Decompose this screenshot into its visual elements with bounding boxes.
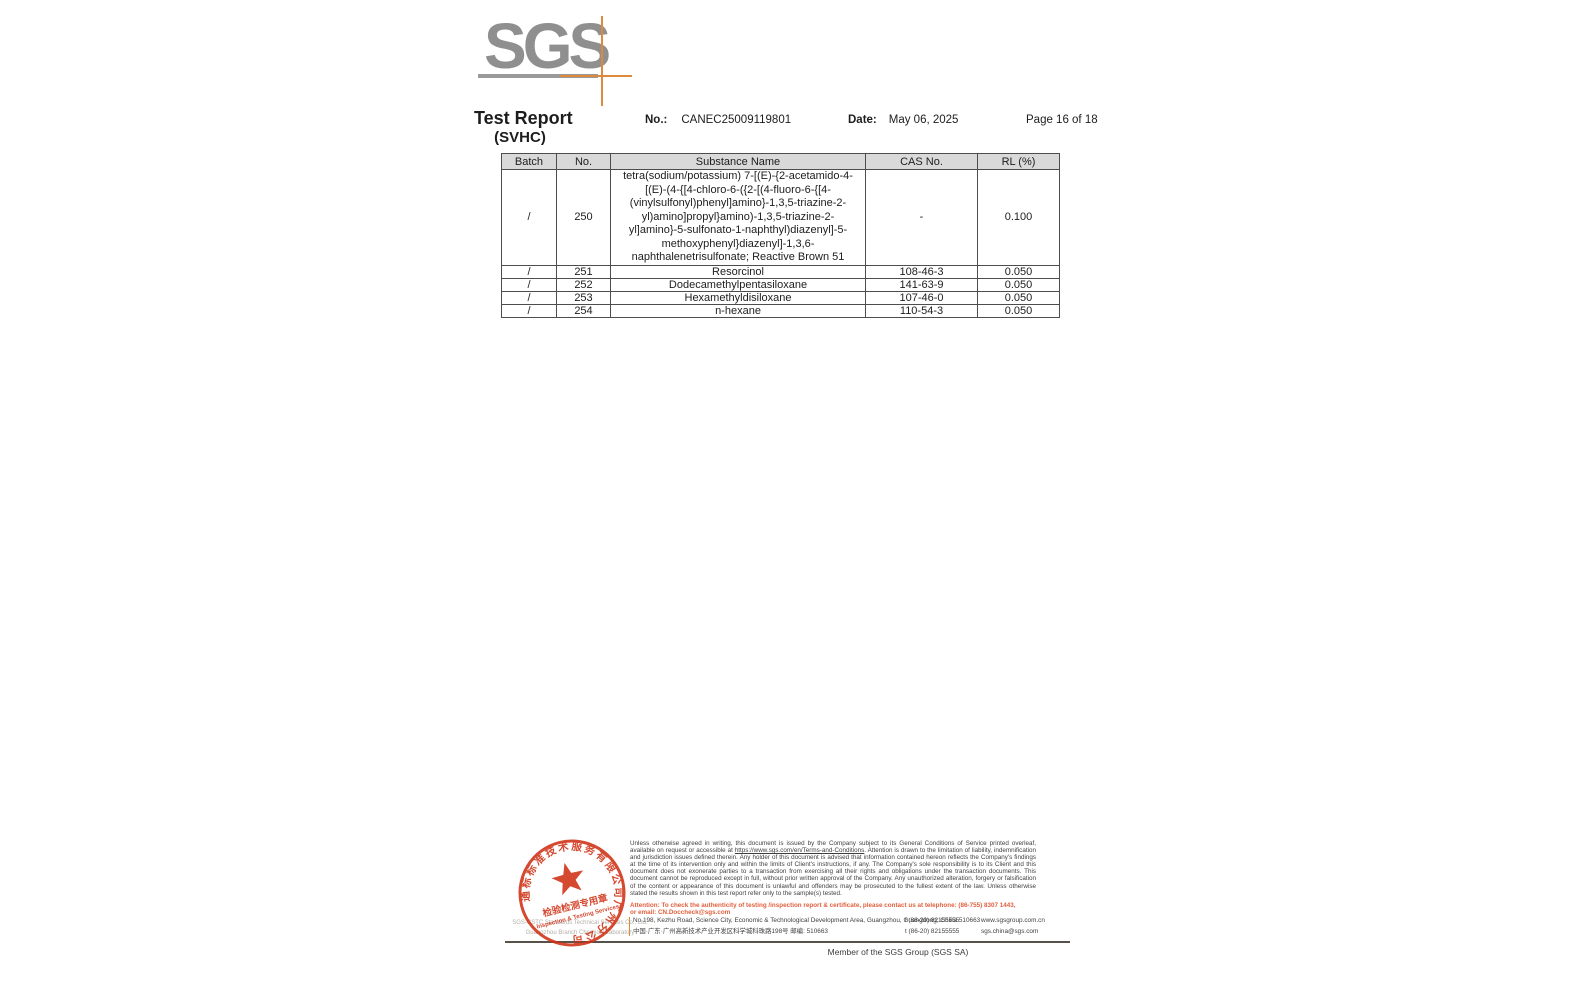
address-chinese: 中国·广东·广州高新技术产业开发区科学城科珠路198号 邮编: 510663 (633, 927, 828, 935)
address-row-en: No.198, Kezhu Road, Science City, Econom… (633, 916, 1047, 927)
table-row: / 251 Resorcinol 108-46-3 0.050 (501, 264, 1060, 279)
svhc-substance-table: Batch No. Substance Name CAS No. RL (%) … (501, 153, 1060, 318)
logo-underline (478, 74, 598, 78)
attention-line-1: Attention: To check the authenticity of … (630, 902, 1016, 909)
attention-line-2: or email: CN.Doccheck@sgs.com (630, 909, 731, 917)
table-row: / 253 Hexamethyldisiloxane 107-46-0 0.05… (501, 290, 1060, 305)
sgs-member-line: Member of the SGS Group (SGS SA) (827, 947, 969, 957)
cell-substance: Resorcinol (610, 264, 866, 279)
phone-2: t (86-20) 82155555 (905, 927, 960, 935)
cell-batch: / (501, 290, 557, 305)
col-header-no: No. (556, 153, 611, 170)
cell-rl: 0.050 (977, 290, 1060, 305)
terms-and-conditions-link[interactable]: https://www.sgs.com/en/Terms-and-Conditi… (734, 847, 865, 855)
cell-rl: 0.050 (977, 277, 1060, 292)
website: www.sgsgroup.com.cn (981, 917, 1045, 924)
cell-substance: n-hexane (610, 303, 866, 318)
cell-cas: 110-54-3 (865, 303, 978, 318)
cell-no: 251 (556, 264, 611, 279)
cell-batch: / (501, 277, 557, 292)
crop-mark-horizontal (560, 75, 632, 77)
address-accent-bar (628, 917, 630, 936)
cell-substance: Hexamethyldisiloxane (610, 290, 866, 305)
report-date-field: Date: May 06, 2025 (848, 114, 958, 126)
cell-rl: 0.050 (977, 303, 1060, 318)
report-number-value: CANEC25009119801 (681, 114, 792, 126)
address-row-cn: 中国·广东·广州高新技术产业开发区科学城科珠路198号 邮编: 510663 t… (633, 927, 1047, 938)
report-date-value: May 06, 2025 (888, 114, 959, 126)
report-date-label: Date: (848, 114, 877, 126)
cell-substance: tetra(sodium/potassium) 7-[(E)-{2-acetam… (610, 169, 866, 266)
table-header-row: Batch No. Substance Name CAS No. RL (%) (501, 153, 1060, 170)
cell-no: 253 (556, 290, 611, 305)
table-row: / 254 n-hexane 110-54-3 0.050 (501, 303, 1060, 318)
cell-batch: / (501, 303, 557, 318)
stamp-ring-text: 通标标准技术服务有限公司广州分公司 (508, 829, 635, 957)
email: sgs.china@sgs.com (981, 927, 1039, 935)
table-row: / 250 tetra(sodium/potassium) 7-[(E)-{2-… (501, 169, 1060, 266)
authenticity-attention-note: Attention: To check the authenticity of … (630, 902, 1050, 916)
cell-cas: 107-46-0 (865, 290, 978, 305)
report-subtitle: (SVHC) (494, 129, 546, 146)
col-header-substance: Substance Name (610, 153, 866, 170)
footer-divider (505, 941, 1070, 943)
inspection-stamp: 通标标准技术服务有限公司广州分公司 检验检测专用章 Inspection & T… (508, 829, 635, 957)
report-number-field: No.: CANEC25009119801 (645, 114, 791, 126)
address-english: No.198, Kezhu Road, Science City, Econom… (633, 917, 981, 924)
laboratory-name-line-2: Guangzhou Branch Chemical Laboratory (525, 930, 635, 936)
table-row: / 252 Dodecamethylpentasiloxane 141-63-9… (501, 277, 1060, 292)
cell-rl: 0.050 (977, 264, 1060, 279)
cell-batch: / (501, 264, 557, 279)
col-header-cas: CAS No. (865, 153, 978, 170)
report-title: Test Report (474, 108, 573, 128)
phone-1: t (86-20) 82155555 (905, 917, 960, 924)
cell-cas: 141-63-9 (865, 277, 978, 292)
report-number-label: No.: (645, 114, 668, 126)
disclaimer-text-post: . Attention is drawn to the limitation o… (630, 847, 1036, 897)
laboratory-name: SGS-CSTC Standards Technical Services Co… (505, 918, 655, 938)
cell-substance: Dodecamethylpentasiloxane (610, 277, 866, 292)
sgs-logo: SGS (484, 10, 611, 82)
cell-cas: 108-46-3 (865, 264, 978, 279)
cell-cas: - (865, 169, 978, 266)
address-block: No.198, Kezhu Road, Science City, Econom… (633, 916, 1047, 937)
cell-no: 252 (556, 277, 611, 292)
cell-batch: / (501, 169, 557, 266)
col-header-rl: RL (%) (977, 153, 1060, 170)
cell-no: 254 (556, 303, 611, 318)
laboratory-name-line-1: SGS-CSTC Standards Technical Services Co… (512, 920, 648, 926)
col-header-batch: Batch (501, 153, 557, 170)
svg-text:通标标准技术服务有限公司广州分公司: 通标标准技术服务有限公司广州分公司 (508, 829, 635, 957)
legal-disclaimer: Unless otherwise agreed in writing, this… (630, 840, 1036, 897)
disclaimer-text-pre: Unless otherwise agreed in writing, this… (630, 840, 1036, 855)
page-indicator: Page 16 of 18 (1026, 114, 1098, 126)
cell-no: 250 (556, 169, 611, 266)
stamp-star-icon (551, 862, 584, 896)
cell-rl: 0.100 (977, 169, 1060, 266)
crop-mark-vertical (601, 16, 603, 106)
